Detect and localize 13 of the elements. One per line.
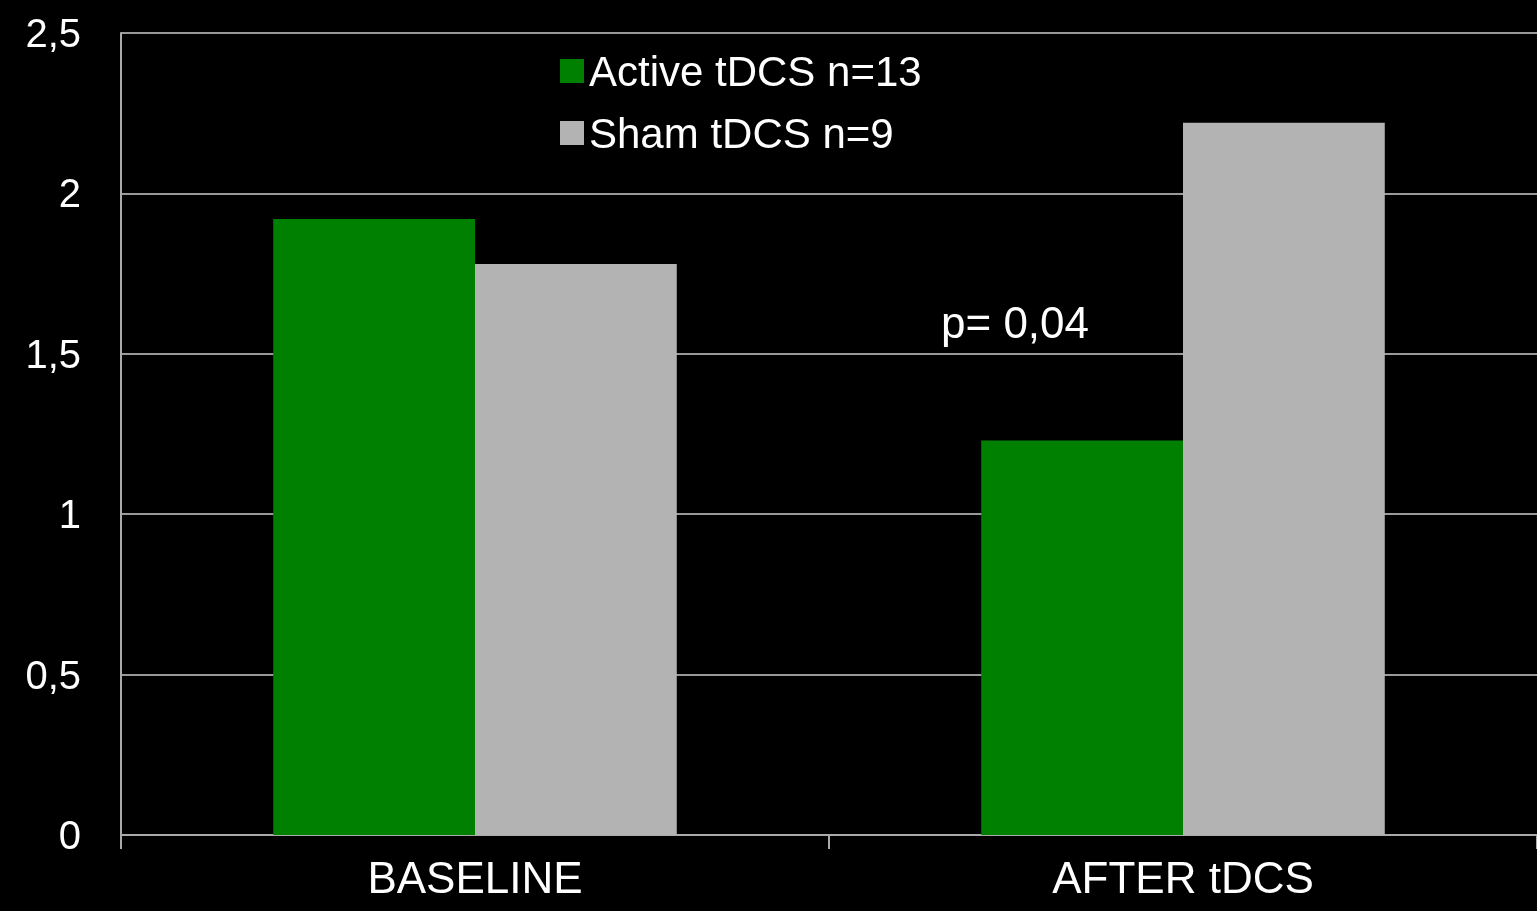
legend-label: Sham tDCS n=9 bbox=[589, 109, 894, 157]
x-tick-label: AFTER tDCS bbox=[1052, 852, 1314, 902]
x-tick-label: BASELINE bbox=[367, 852, 583, 902]
y-tick-label: 1 bbox=[58, 492, 81, 537]
y-tick-label: 0 bbox=[58, 813, 81, 857]
y-tick-label: 2,5 bbox=[25, 11, 81, 55]
annotation: p= 0,04 bbox=[941, 297, 1090, 347]
bar bbox=[981, 440, 1183, 835]
legend-label: Active tDCS n=13 bbox=[589, 47, 922, 95]
y-tick-label: 0,5 bbox=[25, 652, 81, 697]
y-tick-label: 2 bbox=[58, 171, 81, 216]
bar bbox=[273, 219, 475, 835]
y-tick-label: 1,5 bbox=[25, 331, 81, 376]
